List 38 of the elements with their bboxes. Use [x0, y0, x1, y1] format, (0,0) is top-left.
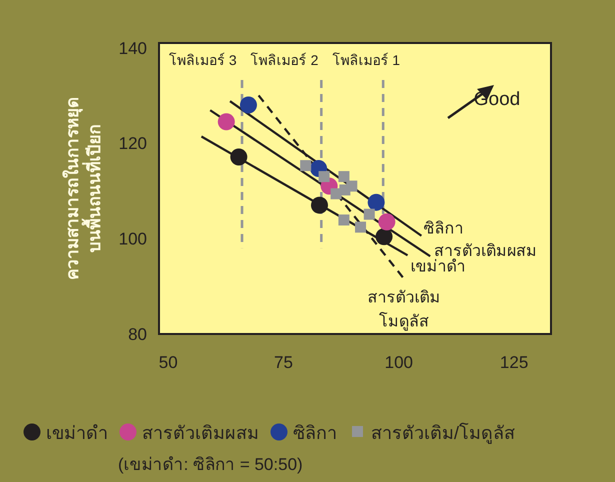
legend-item: ซิลิกา — [270, 423, 337, 443]
point — [368, 194, 385, 211]
text: (เขม่าดำ: ซิลิกา = 50:50) — [118, 455, 303, 474]
y-axis-title: ความสามารถในการหยุด บนพื้นถนนที่เปียก — [62, 97, 104, 280]
point — [310, 196, 328, 214]
y-tick-label: 80 — [128, 325, 147, 344]
x-tick-label: 50 — [158, 353, 178, 372]
y-tick-label: 100 — [118, 230, 147, 249]
point — [230, 148, 248, 166]
series-label: สารตัวเติม โมดูลัส — [367, 290, 440, 332]
point — [338, 214, 350, 226]
point — [378, 213, 396, 230]
legend-label: เขม่าดำ — [46, 423, 108, 443]
x-tick-label: 100 — [384, 353, 413, 372]
x-tick-label: 125 — [500, 353, 528, 372]
y-tick-label: 120 — [118, 134, 147, 154]
legend-item: สารตัวเติม/โมดูลัส — [352, 423, 516, 443]
legend-label: สารตัวเติมผสม — [142, 423, 259, 443]
point — [318, 171, 330, 182]
point — [376, 228, 393, 246]
ref-line-label: โพลิเมอร์ 2 — [250, 52, 319, 68]
point — [338, 171, 350, 182]
point — [330, 188, 342, 200]
point — [300, 160, 312, 172]
point — [355, 222, 366, 233]
point — [240, 96, 257, 114]
series-label: เขม่าดำ — [410, 258, 466, 276]
ref-line-label: โพลิเมอร์ 3 — [169, 52, 237, 68]
point — [218, 113, 235, 130]
series-label: ซิลิกา — [423, 220, 464, 238]
point — [364, 208, 375, 220]
legend-item: เขม่าดำ — [24, 423, 108, 443]
y-tick-label: 140 — [118, 38, 147, 58]
legend-label: สารตัวเติม/โมดูลัส — [371, 422, 516, 444]
legend-item: สารตัวเติมผสม — [120, 423, 259, 443]
ref-line-label: โพลิเมอร์ 1 — [332, 52, 400, 68]
legend-label: ซิลิกา — [293, 423, 337, 443]
x-tick-label: 75 — [274, 353, 293, 372]
